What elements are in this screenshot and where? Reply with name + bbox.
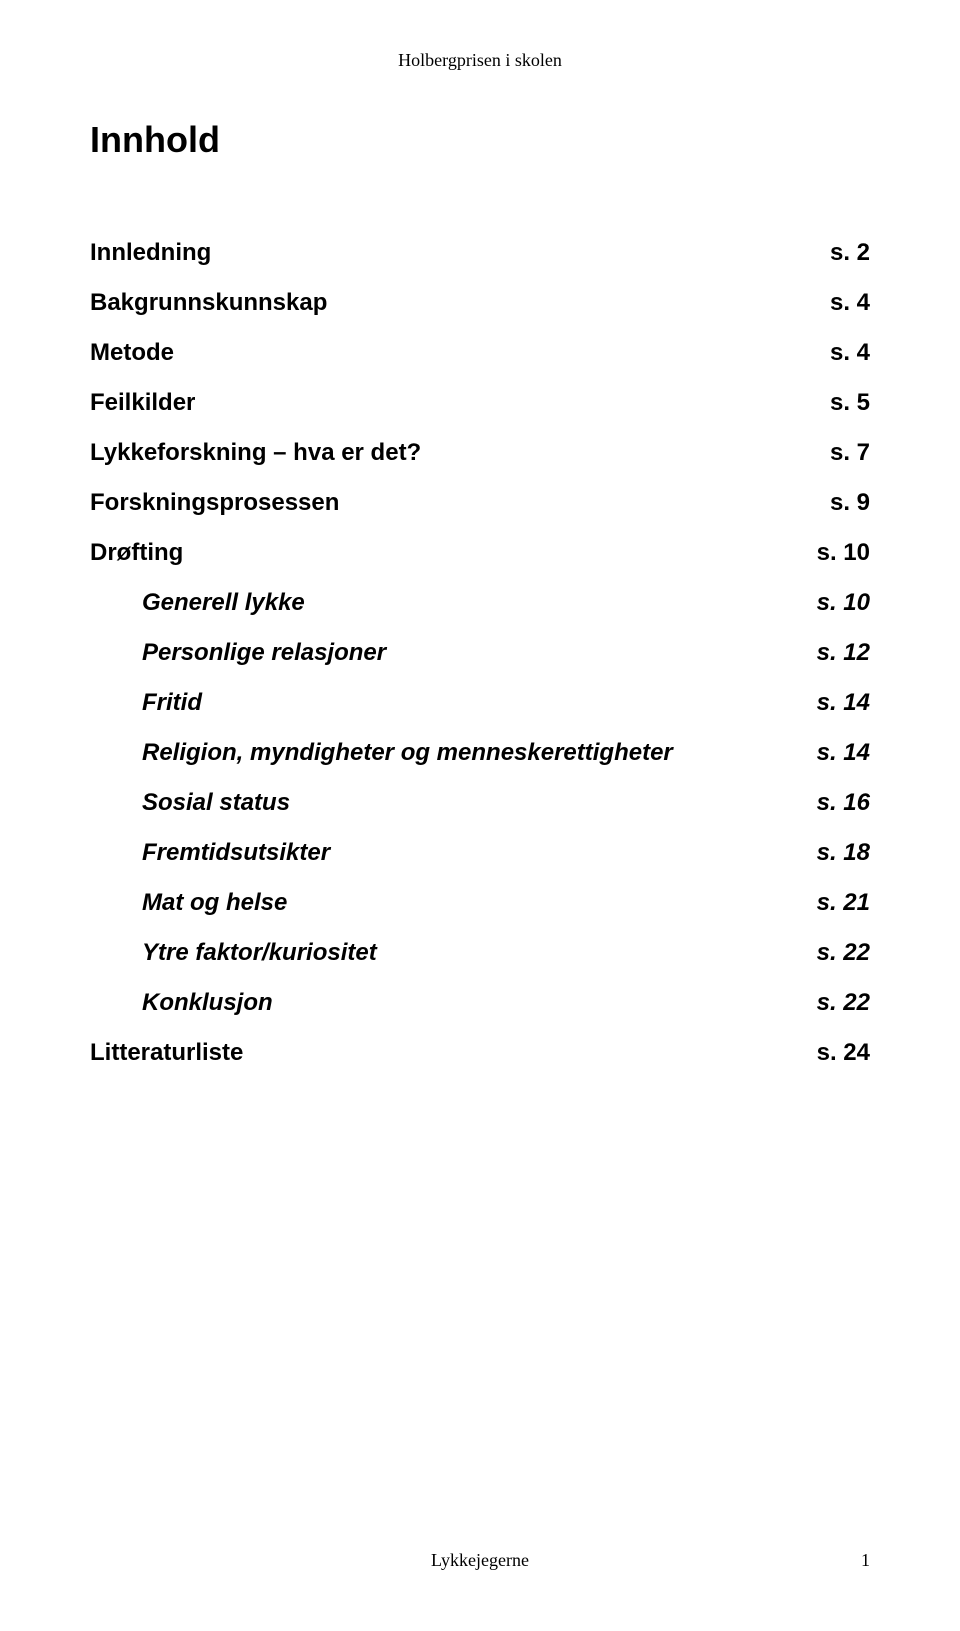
toc-page: s. 16 bbox=[817, 789, 870, 817]
footer-center: Lykkejegerne bbox=[350, 1550, 610, 1571]
page-footer: Lykkejegerne 1 bbox=[90, 1530, 870, 1571]
toc-subentry: Fritid s. 14 bbox=[90, 689, 870, 717]
toc-entry: Lykkeforskning – hva er det? s. 7 bbox=[90, 439, 870, 467]
toc-label: Drøfting bbox=[90, 539, 183, 567]
toc-page: s. 21 bbox=[817, 889, 870, 917]
toc-label: Ytre faktor/kuriositet bbox=[142, 939, 377, 967]
toc-subentry: Konklusjon s. 22 bbox=[90, 989, 870, 1017]
toc-label: Religion, myndigheter og menneskerettigh… bbox=[142, 739, 673, 767]
toc-label: Lykkeforskning – hva er det? bbox=[90, 439, 421, 467]
toc-entry: Metode s. 4 bbox=[90, 339, 870, 367]
toc-page: s. 10 bbox=[817, 589, 870, 617]
toc-entry: Drøfting s. 10 bbox=[90, 539, 870, 567]
header-text: Holbergprisen i skolen bbox=[398, 50, 562, 70]
toc-label: Personlige relasjoner bbox=[142, 639, 386, 667]
toc-label: Bakgrunnskunnskap bbox=[90, 289, 327, 317]
toc-page: s. 12 bbox=[817, 639, 870, 667]
toc-page: s. 10 bbox=[817, 539, 870, 567]
toc-page: s. 2 bbox=[830, 239, 870, 267]
toc-label: Mat og helse bbox=[142, 889, 287, 917]
toc-label: Forskningsprosessen bbox=[90, 489, 339, 517]
toc-entry: Bakgrunnskunnskap s. 4 bbox=[90, 289, 870, 317]
toc-page: s. 5 bbox=[830, 389, 870, 417]
toc-subentry: Religion, myndigheter og menneskerettigh… bbox=[90, 739, 870, 767]
toc-entry: Forskningsprosessen s. 9 bbox=[90, 489, 870, 517]
document-page: Holbergprisen i skolen Innhold Innlednin… bbox=[0, 0, 960, 1631]
toc-page: s. 18 bbox=[817, 839, 870, 867]
toc-page: s. 4 bbox=[830, 289, 870, 317]
table-of-contents: Innledning s. 2 Bakgrunnskunnskap s. 4 M… bbox=[90, 239, 870, 1530]
toc-label: Metode bbox=[90, 339, 174, 367]
toc-label: Litteraturliste bbox=[90, 1039, 243, 1067]
toc-page: s. 24 bbox=[817, 1039, 870, 1067]
toc-entry: Innledning s. 2 bbox=[90, 239, 870, 267]
toc-label: Konklusjon bbox=[142, 989, 273, 1017]
footer-page-number: 1 bbox=[610, 1550, 870, 1571]
toc-label: Innledning bbox=[90, 239, 211, 267]
toc-label: Sosial status bbox=[142, 789, 290, 817]
toc-subentry: Fremtidsutsikter s. 18 bbox=[90, 839, 870, 867]
toc-subentry: Sosial status s. 16 bbox=[90, 789, 870, 817]
toc-entry: Litteraturliste s. 24 bbox=[90, 1039, 870, 1067]
toc-page: s. 22 bbox=[817, 939, 870, 967]
page-title: Innhold bbox=[90, 119, 870, 161]
toc-page: s. 14 bbox=[817, 689, 870, 717]
toc-subentry: Mat og helse s. 21 bbox=[90, 889, 870, 917]
toc-page: s. 22 bbox=[817, 989, 870, 1017]
toc-page: s. 9 bbox=[830, 489, 870, 517]
toc-label: Generell lykke bbox=[142, 589, 305, 617]
toc-subentry: Personlige relasjoner s. 12 bbox=[90, 639, 870, 667]
toc-page: s. 4 bbox=[830, 339, 870, 367]
toc-subentry: Generell lykke s. 10 bbox=[90, 589, 870, 617]
toc-page: s. 7 bbox=[830, 439, 870, 467]
toc-label: Fremtidsutsikter bbox=[142, 839, 330, 867]
toc-subentry: Ytre faktor/kuriositet s. 22 bbox=[90, 939, 870, 967]
page-header: Holbergprisen i skolen bbox=[90, 50, 870, 71]
toc-page: s. 14 bbox=[817, 739, 870, 767]
toc-label: Feilkilder bbox=[90, 389, 195, 417]
toc-label: Fritid bbox=[142, 689, 202, 717]
toc-entry: Feilkilder s. 5 bbox=[90, 389, 870, 417]
